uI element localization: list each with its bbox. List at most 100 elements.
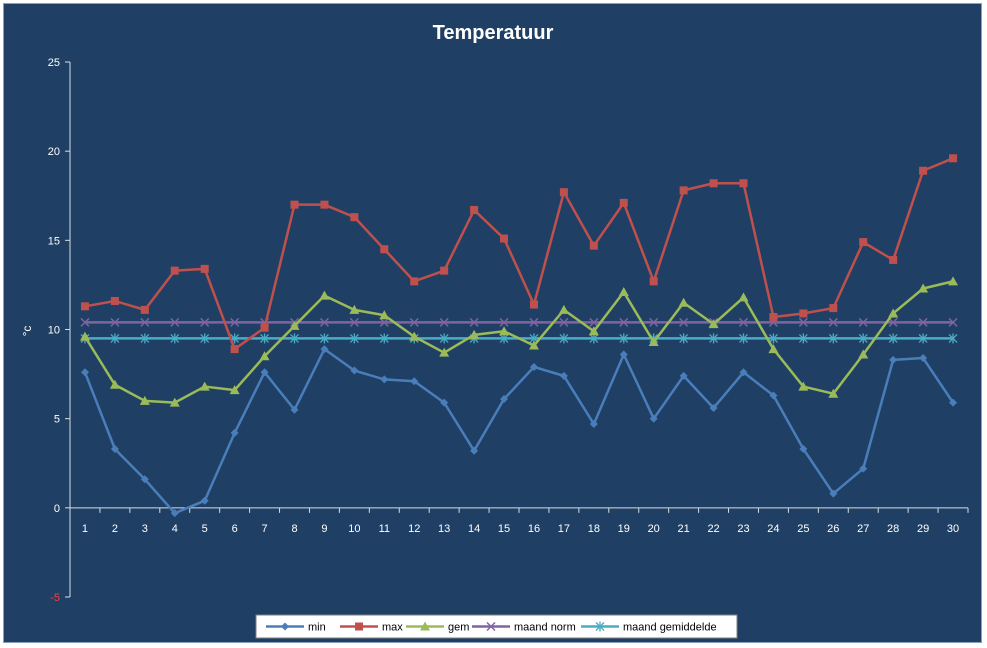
point-maand-gemiddelde — [858, 333, 868, 344]
point-min — [260, 368, 269, 377]
point-min — [859, 464, 868, 473]
point-max — [200, 264, 209, 273]
point-min — [320, 345, 329, 354]
point-gem — [768, 344, 779, 354]
point-gem — [499, 326, 510, 336]
x-tick-label: 26 — [827, 523, 839, 535]
point-maand-norm — [918, 317, 928, 327]
chart-frame: Temperatuur °c -5 0 5 10 15 20 25 1 2 3 4 5 6 7 8 9 10 11… — [3, 3, 982, 643]
point-max — [529, 300, 538, 309]
x-tick-label: 28 — [887, 523, 899, 535]
y-tick-label: 15 — [48, 235, 60, 247]
point-min — [290, 405, 299, 414]
point-max — [799, 309, 808, 318]
series-line-gem — [83, 280, 954, 404]
point-max — [769, 313, 778, 322]
point-max — [859, 238, 868, 247]
legend-entry-maand-gemiddelde: maand gemiddelde — [581, 621, 717, 634]
point-maand-norm — [80, 317, 90, 327]
legend-swatch-marker — [595, 621, 605, 632]
series-line-min — [83, 347, 955, 515]
point-gem — [169, 397, 180, 407]
point-min — [230, 428, 239, 437]
point-gem — [229, 385, 240, 395]
point-min — [679, 371, 688, 380]
x-tick-label: 9 — [321, 523, 327, 535]
point-gem — [289, 320, 300, 330]
point-max — [829, 304, 838, 313]
legend-label: max — [382, 622, 403, 634]
point-max — [320, 200, 329, 209]
point-gem — [618, 287, 629, 297]
point-gem — [948, 276, 959, 286]
point-min — [140, 475, 149, 484]
legend-label: maand norm — [514, 622, 576, 634]
point-maand-gemiddelde — [768, 333, 778, 344]
point-maand-gemiddelde — [619, 333, 629, 344]
point-maand-norm — [619, 317, 629, 327]
x-tick-label: 12 — [408, 523, 420, 535]
y-tick-label: 20 — [48, 146, 60, 158]
legend-swatch-marker — [420, 621, 430, 631]
point-min — [739, 368, 748, 377]
x-tick-label: 1 — [82, 523, 88, 535]
point-min — [619, 350, 628, 359]
point-max — [500, 234, 509, 243]
legend-entry-max: max — [340, 622, 403, 634]
point-maand-gemiddelde — [349, 333, 359, 344]
point-min — [500, 395, 509, 404]
point-min — [769, 391, 778, 400]
x-tick-label: 14 — [468, 523, 480, 535]
x-tick-label: 4 — [172, 523, 178, 535]
legend-entry-maand-norm: maand norm — [472, 622, 576, 634]
point-gem — [888, 308, 899, 318]
point-max — [440, 266, 449, 275]
point-maand-gemiddelde — [200, 333, 210, 344]
series-line-max — [84, 157, 954, 351]
x-tick-label: 17 — [558, 523, 570, 535]
point-maand-gemiddelde — [260, 333, 270, 344]
point-gem — [349, 304, 360, 314]
point-max — [110, 296, 119, 305]
point-gem — [528, 340, 539, 350]
point-max — [589, 241, 598, 250]
point-maand-gemiddelde — [319, 333, 329, 344]
point-max — [170, 266, 179, 275]
point-maand-gemiddelde — [709, 333, 719, 344]
point-maand-norm — [828, 317, 838, 327]
series-max — [80, 154, 958, 354]
legend-label: maand gemiddelde — [623, 622, 717, 634]
series-layer — [79, 154, 959, 518]
x-tick-label: 27 — [857, 523, 869, 535]
point-max — [140, 305, 149, 314]
point-maand-norm — [170, 317, 180, 327]
x-tick-label: 6 — [232, 523, 238, 535]
point-max — [470, 206, 479, 215]
y-tick-label: 5 — [54, 414, 60, 426]
point-maand-norm — [649, 317, 659, 327]
point-gem — [798, 381, 809, 391]
point-max — [889, 255, 898, 264]
point-gem — [738, 292, 749, 302]
y-tick-label: 10 — [48, 325, 60, 337]
legend-entry-min: min — [266, 622, 326, 634]
point-min — [889, 355, 898, 364]
point-max — [350, 213, 359, 222]
point-gem — [79, 331, 90, 341]
legend-entry-gem: gem — [406, 621, 469, 634]
point-gem — [588, 326, 599, 336]
point-maand-gemiddelde — [679, 333, 689, 344]
point-max — [679, 186, 688, 195]
x-tick-label: 18 — [588, 523, 600, 535]
point-min — [949, 398, 958, 407]
x-tick-label: 22 — [707, 523, 719, 535]
x-tick-label: 3 — [142, 523, 148, 535]
point-maand-norm — [230, 317, 240, 327]
point-maand-norm — [349, 317, 359, 327]
point-gem — [558, 304, 569, 314]
point-max — [230, 345, 239, 354]
point-min — [649, 414, 658, 423]
point-min — [559, 371, 568, 380]
point-min — [410, 377, 419, 386]
x-tick-label: 5 — [202, 523, 208, 535]
